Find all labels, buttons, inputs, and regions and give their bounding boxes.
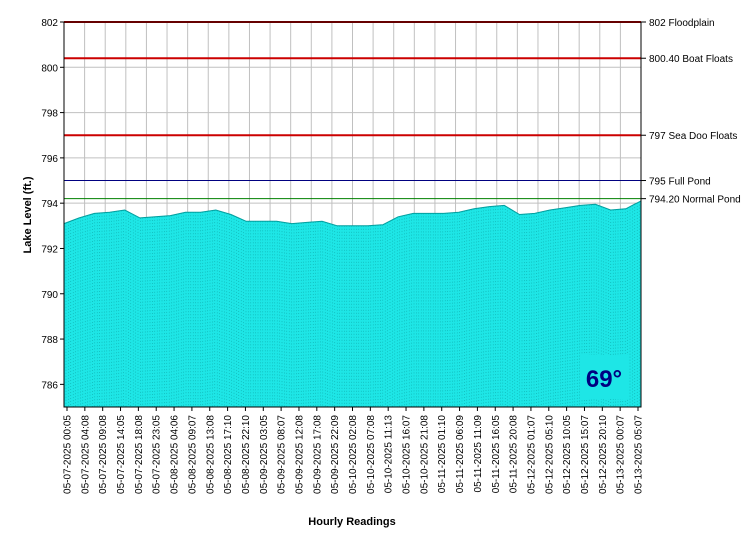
x-tick-label: 05-09-2025 22:09 [330,415,341,494]
x-tick-label: 05-10-2025 07:08 [366,415,377,494]
x-tick-label: 05-11-2025 01:10 [437,415,448,494]
data-area [63,200,642,408]
x-tick-label: 05-09-2025 03:05 [259,415,270,494]
y-axis-title: Lake Level (ft.) [22,176,34,253]
x-tick-label: 05-11-2025 06:09 [455,415,466,494]
x-tick-label: 05-08-2025 09:07 [187,415,198,494]
x-tick-label: 05-09-2025 12:08 [295,415,306,494]
y-tick-label: 788 [41,335,58,346]
y-tick-label: 790 [41,290,58,301]
x-tick-label: 05-10-2025 11:13 [384,415,395,494]
x-tick-label: 05-10-2025 16:07 [402,415,413,494]
x-tick-label: 05-08-2025 13:08 [205,415,216,494]
x-tick-label: 05-13-2025 00:07 [616,415,627,494]
x-tick-label: 05-09-2025 08:07 [277,415,288,494]
x-tick-label: 05-08-2025 22:10 [241,415,252,494]
y-tick-label: 802 [41,18,58,29]
x-tick-label: 05-07-2025 23:05 [152,415,163,494]
x-tick-label: 05-11-2025 20:08 [509,415,520,494]
x-tick-label: 05-11-2025 16:05 [491,415,502,494]
x-tick-label: 05-09-2025 17:08 [312,415,323,494]
reference-label: 797 Sea Doo Floats [649,131,737,142]
temperature-badge [580,355,628,399]
reference-label: 794.20 Normal Pond [649,195,741,206]
y-tick-label: 786 [41,380,58,391]
lake-level-area [63,200,642,408]
y-tick-label: 794 [41,199,58,210]
x-tick-label: 05-12-2025 05:10 [544,415,555,494]
x-tick-label: 05-10-2025 21:08 [419,415,430,494]
x-tick-label: 05-13-2025 05:07 [634,415,645,494]
x-tick-label: 05-07-2025 00:05 [63,415,74,494]
temperature-value: 69° [586,366,622,393]
reference-label: 802 Floodplain [649,18,715,29]
x-tick-label: 05-08-2025 17:10 [223,415,234,494]
x-tick-label: 05-07-2025 18:08 [134,415,145,494]
x-tick-label: 05-07-2025 04:08 [80,415,91,494]
x-tick-label: 05-12-2025 10:05 [562,415,573,494]
x-tick-label: 05-08-2025 04:06 [170,415,181,494]
y-tick-label: 800 [41,63,58,74]
reference-label: 800.40 Boat Floats [649,54,733,65]
x-tick-label: 05-12-2025 20:10 [598,415,609,494]
y-axis: 786 788 790 792 794 796 798 800 802 [41,18,64,391]
x-tick-label: 05-07-2025 09:08 [98,415,109,494]
x-axis-title: Hourly Readings [308,516,395,528]
x-tick-label: 05-07-2025 14:05 [116,415,127,494]
x-axis: 05-07-2025 00:05 05-07-2025 04:08 05-07-20… [63,407,645,494]
x-tick-label: 05-10-2025 02:08 [348,415,359,494]
x-tick-label: 05-12-2025 01:07 [526,415,537,494]
reference-label: 795 Full Pond [649,177,711,188]
x-tick-label: 05-12-2025 15:07 [580,415,591,494]
y-tick-label: 798 [41,109,58,120]
y-tick-label: 796 [41,154,58,165]
x-tick-label: 05-11-2025 11:09 [473,415,484,493]
reference-labels: 802 Floodplain 800.40 Boat Floats 797 Sea … [641,18,741,206]
y-tick-label: 792 [41,244,58,255]
